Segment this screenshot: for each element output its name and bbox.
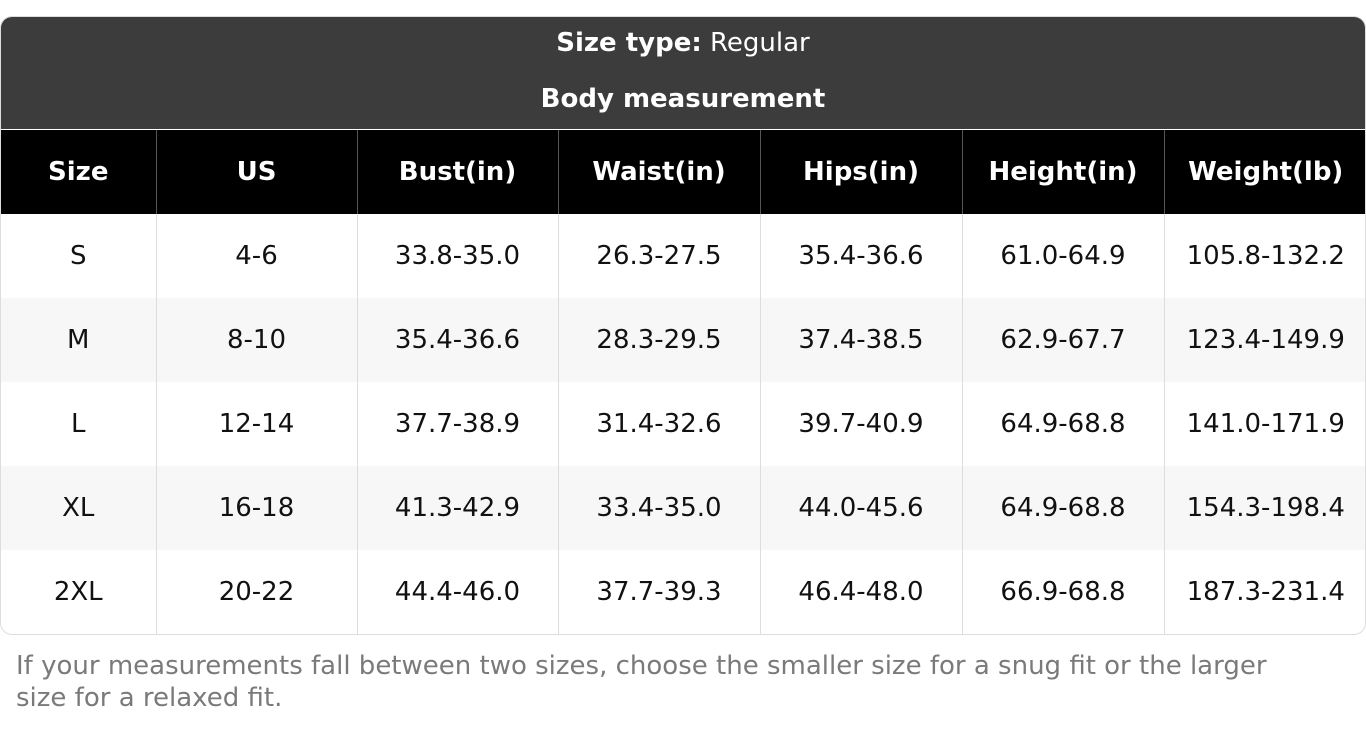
table-row: L 12-14 37.7-38.9 31.4-32.6 39.7-40.9 64.9-68… [1,382,1365,466]
table-cell: 35.4-36.6 [759,214,962,298]
table-row: S 4-6 33.8-35.0 26.3-27.5 35.4-36.6 61.0-64.9… [1,214,1365,298]
subtitle: Body measurement [540,84,826,114]
column-header: Bust(in) [356,130,558,214]
table-cell: M [1,298,156,382]
table-cell: 37.7-39.3 [557,550,760,634]
table-cell: 44.0-45.6 [759,466,962,550]
table-cell: 46.4-48.0 [759,550,962,634]
header-row: Size US Bust(in) Waist(in) Hips(in) Height(in… [1,130,1365,214]
size-type: Size type: Regular [1,28,1365,58]
table-row: 2XL 20-22 44.4-46.0 37.7-39.3 46.4-48.0 66.9-… [1,550,1365,634]
table-cell: 61.0-64.9 [961,214,1164,298]
table-cell: 28.3-29.5 [557,298,760,382]
table-cell: 20-22 [155,550,357,634]
table-cell: XL [1,466,156,550]
table-cell: 4-6 [155,214,357,298]
table-cell: 154.3-198.4 [1163,466,1365,550]
table-cell: 141.0-171.9 [1163,382,1365,466]
column-header: US [155,130,357,214]
table-cell: 66.9-68.8 [961,550,1164,634]
table-cell: 123.4-149.9 [1163,298,1365,382]
table-cell: 8-10 [155,298,357,382]
size-type-label: Size type: [556,28,702,58]
table-cell: 35.4-36.6 [356,298,558,382]
size-chart: Size type: Regular Body measurement Size… [0,16,1366,635]
table-cell: L [71,409,86,439]
chart-header: Size type: Regular Body measurement [1,17,1365,129]
table-cell: 62.9-67.7 [961,298,1164,382]
column-header: Hips(in) [759,130,962,214]
table-cell: 16-18 [155,466,357,550]
fit-note: If your measurements fall between two si… [16,651,1267,713]
column-header: Waist(in) [557,130,760,214]
table-cell: 105.8-132.2 [1163,214,1365,298]
table-cell: 37.7-38.9 [356,382,558,466]
table-cell: 44.4-46.0 [356,550,558,634]
table-cell: 64.9-68.8 [961,382,1164,466]
column-header: Size [1,130,156,214]
table-cell: 31.4-32.6 [557,382,760,466]
column-header: Height(in) [961,130,1164,214]
table-row: XL 16-18 41.3-42.9 33.4-35.0 44.0-45.6 64.9-6… [1,466,1365,550]
table-cell: S [69,241,87,271]
table-cell: 12-14 [155,382,357,466]
table-cell: 26.3-27.5 [557,214,760,298]
table-cell: 39.7-40.9 [759,382,962,466]
table-cell: 41.3-42.9 [356,466,558,550]
table-cell: 33.8-35.0 [356,214,558,298]
table-cell: 33.4-35.0 [557,466,760,550]
table-cell: 64.9-68.8 [961,466,1164,550]
size-type-value: Regular [710,28,810,58]
table-cell: 37.4-38.5 [759,298,962,382]
table-cell: 187.3-231.4 [1163,550,1365,634]
size-table: Size US Bust(in) Waist(in) Hips(in) Height(in… [1,130,1365,634]
column-header: Weight(lb) [1163,130,1365,214]
table-cell: 2XL [53,577,103,607]
table-row: M 8-10 35.4-36.6 28.3-29.5 37.4-38.5 62.9-67.… [1,298,1365,382]
